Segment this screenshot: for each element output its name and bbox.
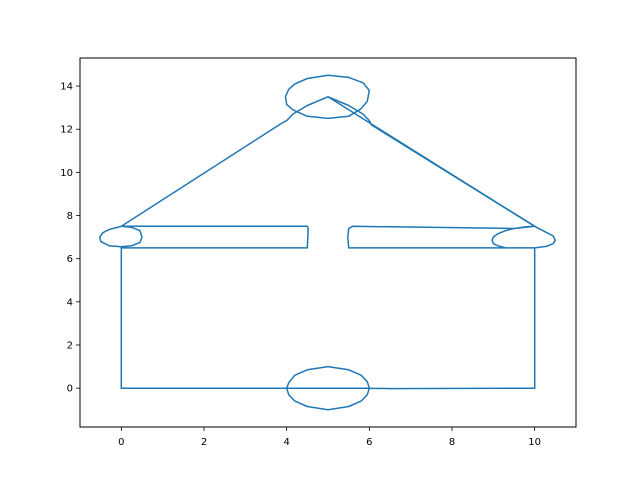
series-line-3 (284, 74, 371, 120)
y-axis: 0 2 4 6 8 10 12 14 (60, 82, 80, 395)
plot-lines (99, 74, 557, 411)
x-tick-label: 2 (201, 437, 207, 448)
y-tick-label: 2 (67, 341, 73, 352)
x-tick-label: 10 (528, 437, 541, 448)
x-tick-label: 4 (283, 437, 289, 448)
y-tick-label: 10 (60, 168, 73, 179)
x-tick-label: 8 (449, 437, 455, 448)
y-tick-label: 14 (60, 82, 73, 93)
x-tick-label: 0 (118, 437, 124, 448)
plot-frame (79, 57, 577, 428)
y-tick-label: 4 (67, 297, 73, 308)
x-tick-label: 6 (366, 437, 372, 448)
x-axis: 0 2 4 6 8 10 (118, 427, 541, 448)
series-line-2 (327, 96, 536, 228)
y-tick-label: 0 (67, 384, 73, 395)
y-tick-label: 12 (60, 125, 73, 136)
series-line-1 (99, 96, 557, 411)
y-tick-label: 8 (67, 211, 73, 222)
y-tick-label: 6 (67, 254, 73, 265)
